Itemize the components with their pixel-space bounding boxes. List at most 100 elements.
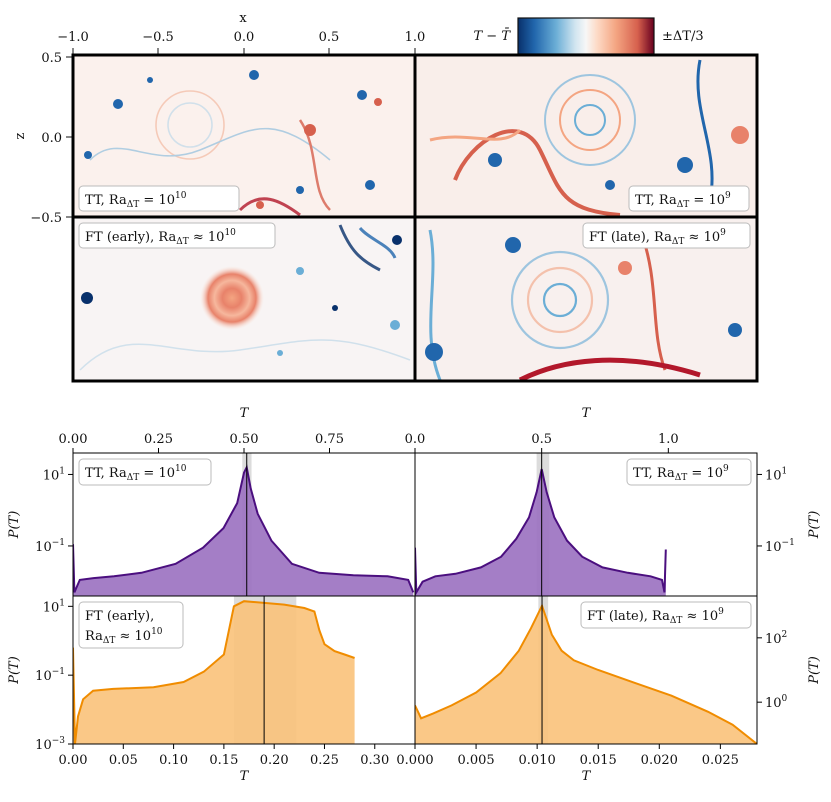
- snap-ztick-label-2: −0.5: [30, 211, 62, 226]
- colorbar-label-left: T − T̄: [474, 28, 512, 44]
- pdf-2-ytick-label-2: 10−3: [35, 736, 65, 753]
- snap-label-bl-rel: ≈ 10: [189, 230, 225, 245]
- snap-xtick-1: −0.5: [142, 30, 174, 55]
- snap-xtick-label-3: 0.5: [319, 30, 340, 45]
- pdf-area-2: [73, 601, 355, 744]
- pdf-0-ytick-label-1: 10−1: [35, 538, 65, 555]
- svg-text:FT (late), RaΔT ≈ 109: FT (late), RaΔT ≈ 109: [589, 228, 726, 247]
- pdf-2-xtick-label-2: 0.10: [159, 753, 188, 768]
- snap-xtick-label-2: 0.0: [234, 30, 255, 45]
- snap-label-tl: TT, RaΔT = 1010: [78, 185, 240, 212]
- snap-label-br-rel: ≈ 10: [684, 230, 720, 245]
- pdf-2-xtick-label-5: 0.25: [310, 753, 339, 768]
- pdf-1-legend: TT, RaΔT = 109: [626, 458, 752, 486]
- pdf-3-xtick-label-1: 0.005: [457, 753, 494, 768]
- snap-label-tl-exp: 10: [175, 191, 187, 201]
- snapshot-grid: x −1.0 −0.5 0.0 0.5 1.0 z 0.5 0.0 −0.5 T…: [13, 11, 759, 383]
- pdf-1-legend-text: TT, RaΔT = 109: [633, 464, 729, 483]
- pdf-0-ytick-label-0: 101: [43, 466, 65, 483]
- snap-ztick-label-1: 0.0: [41, 131, 62, 146]
- pdf-2-ytick-label-1: 10−1: [35, 667, 65, 684]
- pdf-2-xtick-label-0: 0.00: [59, 753, 88, 768]
- pdf-2-ylabel: P(T): [7, 656, 22, 685]
- pdf-0-ylabel: P(T): [7, 511, 22, 540]
- snap-label-br-text: FT (late), Ra: [589, 230, 672, 245]
- pdf-3-xlabel: T: [582, 769, 592, 784]
- pdf-charts: 0.00 0.25 0.50 0.75 T 101 10−1 P(T) TT, RaΔT = 1…: [7, 406, 822, 784]
- svg-text:TT, RaΔT = 1010: TT, RaΔT = 1010: [85, 191, 187, 210]
- snap-label-tl-sub: ΔT: [127, 200, 140, 210]
- pdf-2-xlabel: T: [240, 769, 250, 784]
- svg-text:TT, RaΔT = 109: TT, RaΔT = 109: [635, 191, 731, 210]
- snap-ztick-label-0: 0.5: [41, 51, 62, 66]
- snap-label-tr-text: TT, Ra: [635, 193, 677, 208]
- snap-label-tr: TT, RaΔT = 109: [628, 185, 750, 212]
- pdf-1-xtick-label-1: 0.5: [531, 432, 552, 447]
- pdf-3-ytick-label-0: 102: [765, 630, 787, 647]
- pdf-0-xtick-label-1: 0.25: [144, 432, 173, 447]
- svg-text:FT (early), RaΔT ≈ 1010: FT (early), RaΔT ≈ 1010: [85, 228, 236, 247]
- pdf-panel-1: 0.0 0.5 1.0 T 101 10−1 P(T) TT, RaΔT = 109: [405, 406, 822, 597]
- snap-label-bl-exp: 10: [224, 228, 236, 238]
- pdf-3-xtick-label-0: 0.000: [396, 753, 433, 768]
- pdf-2-legend-line2: RaΔT ≈ 1010: [85, 627, 163, 646]
- pdf-1-ytick-label-0: 101: [765, 466, 787, 483]
- pdf-line-2: [73, 600, 355, 744]
- pdf-line-0: [73, 464, 415, 593]
- colorbar-gradient: [517, 17, 655, 55]
- pdf-3-xtick-label-3: 0.015: [580, 753, 617, 768]
- pdf-1-ylabel: P(T): [807, 511, 822, 540]
- snap-label-br: FT (late), RaΔT ≈ 109: [582, 222, 751, 249]
- snap-xtick-2: 0.0: [234, 30, 255, 55]
- pdf-1-xtick-label-2: 1.0: [658, 432, 679, 447]
- snap-label-bl: FT (early), RaΔT ≈ 1010: [78, 222, 276, 249]
- snap-xtick-label-0: −1.0: [57, 30, 89, 45]
- pdf-2-legend-line1: FT (early),: [85, 609, 154, 624]
- pdf-3-legend: FT (late), RaΔT ≈ 109: [580, 601, 752, 629]
- snap-xlabel: x: [239, 11, 247, 26]
- pdf-area-1: [415, 469, 666, 596]
- snap-label-tr-exp: 9: [725, 191, 731, 201]
- snapshot-panel-tl: [73, 55, 415, 217]
- pdf-line-3: [415, 603, 757, 744]
- snap-ztick-1: 0.0: [41, 131, 73, 146]
- pdf-area-3: [415, 605, 757, 744]
- pdf-0-xtick-label-2: 0.50: [230, 432, 259, 447]
- pdf-2-legend: FT (early), RaΔT ≈ 1010: [78, 601, 184, 649]
- pdf-0-legend: TT, RaΔT = 1010: [78, 458, 212, 486]
- snap-label-tl-text: TT, Ra: [85, 193, 127, 208]
- snap-xtick-label-1: −0.5: [142, 30, 174, 45]
- pdf-3-ylabel: P(T): [807, 656, 822, 685]
- pdf-1-xlabel: T: [582, 406, 592, 421]
- snap-ztick-2: −0.5: [30, 211, 73, 226]
- snap-label-tr-sub: ΔT: [677, 200, 690, 210]
- snap-label-tr-rel: = 10: [689, 193, 725, 208]
- colorbar-label-right: ±ΔT/3: [662, 29, 704, 44]
- pdf-2-xtick-label-4: 0.20: [260, 753, 289, 768]
- pdf-1-xtick-label-0: 0.0: [405, 432, 426, 447]
- snap-label-bl-text: FT (early), Ra: [85, 230, 176, 245]
- snap-zlabel: z: [13, 132, 28, 139]
- pdf-2-xtick-label-6: 0.30: [360, 753, 389, 768]
- pdf-0-xlabel: T: [240, 406, 250, 421]
- pdf-1-ytick-label-1: 10−1: [765, 538, 795, 555]
- snap-label-tl-rel: = 10: [139, 193, 175, 208]
- colorbar: T − T̄ ±ΔT/3: [474, 17, 704, 55]
- snap-xtick-label-4: 1.0: [405, 30, 426, 45]
- pdf-2-xtick-label-1: 0.05: [109, 753, 138, 768]
- pdf-0-legend-text: TT, RaΔT = 1010: [85, 464, 187, 483]
- snap-xtick-4: 1.0: [405, 30, 426, 55]
- pdf-2-xtick-label-3: 0.15: [209, 753, 238, 768]
- pdf-0-xtick-label-0: 0.00: [59, 432, 88, 447]
- pdf-0-xtick-label-3: 0.75: [315, 432, 344, 447]
- snap-ztick-0: 0.5: [41, 51, 73, 66]
- snap-xtick-3: 0.5: [319, 30, 340, 55]
- pdf-panel-2: 0.00 0.05 0.10 0.15 0.20 0.25 0.30 T 101 10−1 10−3…: [7, 595, 416, 784]
- pdf-3-xtick-label-2: 0.010: [519, 753, 556, 768]
- pdf-area-0: [73, 467, 414, 596]
- snap-label-bl-sub: ΔT: [176, 237, 189, 247]
- pdf-3-xtick-label-4: 0.020: [641, 753, 678, 768]
- pdf-3-legend-text: FT (late), RaΔT ≈ 109: [587, 607, 724, 626]
- pdf-panel-0: 0.00 0.25 0.50 0.75 T 101 10−1 P(T) TT, RaΔT = 1…: [7, 406, 416, 597]
